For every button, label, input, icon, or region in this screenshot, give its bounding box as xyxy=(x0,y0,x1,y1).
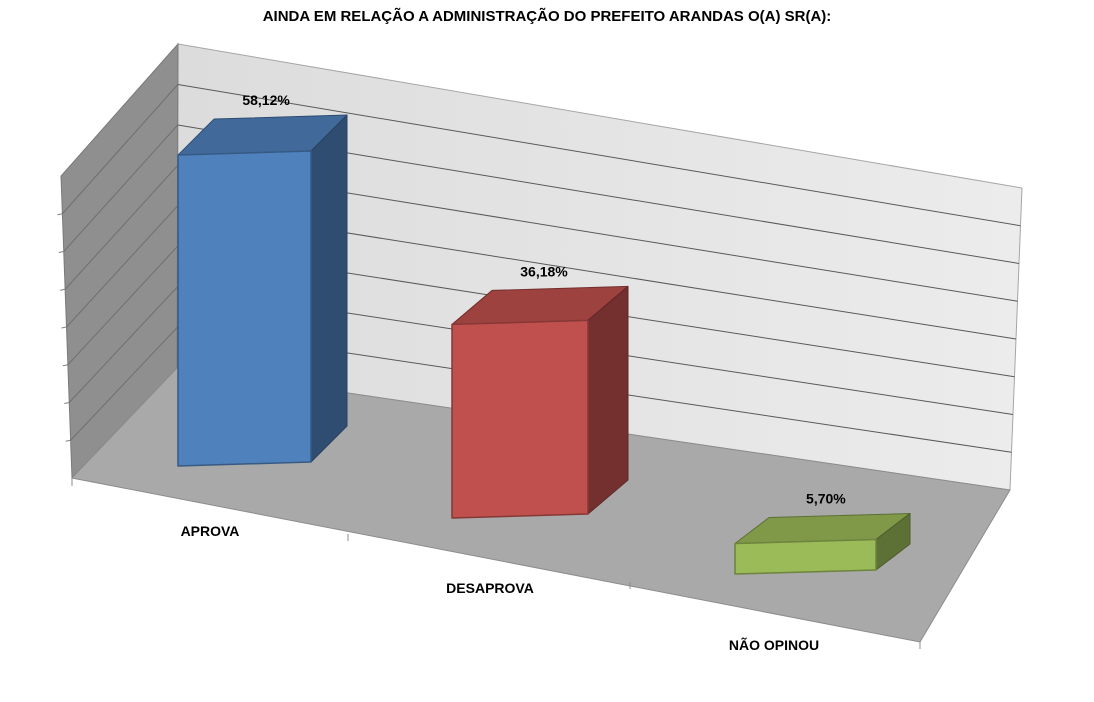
value-label: 58,12% xyxy=(242,92,290,108)
category-label: DESAPROVA xyxy=(446,580,534,596)
value-labels: 58,12% 36,18% 5,70% xyxy=(242,92,846,506)
side-gridline xyxy=(62,84,179,215)
y-axis-tick xyxy=(65,439,71,442)
y-axis-tick xyxy=(57,213,63,216)
bar-3 xyxy=(734,513,911,575)
bar-front-face xyxy=(177,150,312,467)
category-label: APROVA xyxy=(181,523,240,539)
value-label: 36,18% xyxy=(520,263,568,279)
y-axis-tick xyxy=(62,364,68,367)
side-gridline xyxy=(63,124,179,252)
y-axis-tick xyxy=(60,288,66,291)
bars xyxy=(177,114,911,575)
bar-side-face xyxy=(587,285,629,515)
side-gridline xyxy=(66,205,178,328)
side-gridlines xyxy=(62,84,179,441)
y-axis-tick xyxy=(64,402,70,404)
y-axis-tick xyxy=(58,251,64,253)
side-gridline xyxy=(64,165,178,290)
y-axis-tick xyxy=(61,326,67,329)
category-label: NÃO OPINOU xyxy=(729,636,819,653)
gridline xyxy=(177,84,1021,227)
side-gridline xyxy=(68,286,178,403)
value-label: 5,70% xyxy=(806,491,846,507)
axis-ticks xyxy=(57,213,921,649)
side-gridline xyxy=(70,327,178,441)
chart-title: AINDA EM RELAÇÃO A ADMINISTRAÇÃO DO PREF… xyxy=(262,8,832,25)
bar-front-face xyxy=(451,319,589,519)
bar-side-face xyxy=(310,114,348,463)
category-labels: APROVA DESAPROVA NÃO OPINOU xyxy=(181,523,820,653)
bar-2 xyxy=(451,285,629,519)
bar-1 xyxy=(177,114,348,467)
side-gridline xyxy=(67,246,178,366)
bar-front-face xyxy=(734,538,877,575)
